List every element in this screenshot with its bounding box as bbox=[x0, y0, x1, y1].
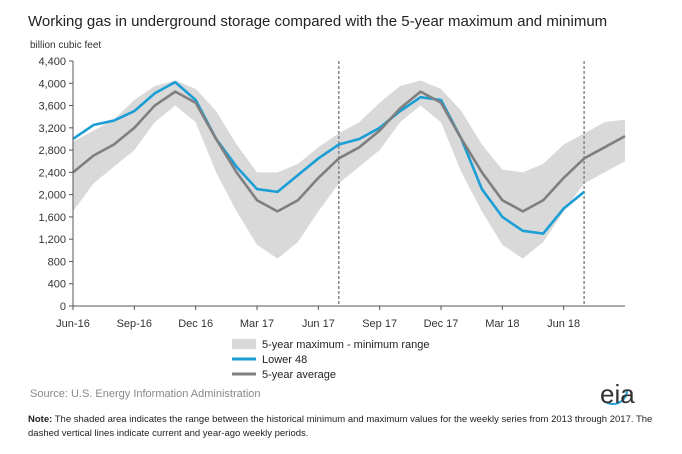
x-tick-label: Sep 17 bbox=[362, 318, 397, 330]
y-tick-label: 0 bbox=[60, 301, 66, 313]
line bbox=[72, 80, 585, 235]
legend-label: 5-year average bbox=[262, 369, 336, 381]
y-tick-label: 800 bbox=[48, 256, 66, 268]
y-tick-label: 1,600 bbox=[38, 212, 66, 224]
note-label: Note: bbox=[28, 414, 53, 425]
chart-title: Working gas in underground storage compa… bbox=[28, 13, 607, 30]
y-tick-label: 4,000 bbox=[38, 78, 66, 90]
x-tick-label: Jun-16 bbox=[56, 318, 90, 330]
range-band bbox=[73, 80, 625, 259]
x-tick-label: Dec 17 bbox=[424, 318, 459, 330]
x-tick-label: Jun 18 bbox=[547, 318, 580, 330]
logo-arc bbox=[598, 375, 628, 405]
y-axis-label: billion cubic feet bbox=[30, 40, 101, 51]
legend-swatch bbox=[232, 339, 256, 349]
x-tick-label: Mar 18 bbox=[485, 318, 519, 330]
legend-label: 5-year maximum - minimum range bbox=[262, 339, 429, 351]
x-tick-label: Dec 16 bbox=[178, 318, 213, 330]
y-tick-label: 2,400 bbox=[38, 167, 66, 179]
line bbox=[72, 90, 626, 213]
note: Note: The shaded area indicates the rang… bbox=[28, 413, 668, 441]
y-tick-label: 1,200 bbox=[38, 234, 66, 246]
x-tick-label: Sep-16 bbox=[117, 318, 152, 330]
y-tick-label: 400 bbox=[48, 279, 66, 291]
legend-label: Lower 48 bbox=[262, 354, 307, 366]
y-tick-label: 4,400 bbox=[38, 56, 66, 68]
note-text: The shaded area indicates the range betw… bbox=[28, 414, 653, 439]
y-tick-label: 2,800 bbox=[38, 145, 66, 157]
y-tick-label: 2,000 bbox=[38, 190, 66, 202]
y-tick-label: 3,200 bbox=[38, 123, 66, 135]
y-tick-label: 3,600 bbox=[38, 101, 66, 113]
x-tick-label: Mar 17 bbox=[240, 318, 274, 330]
logo: eia bbox=[600, 379, 635, 409]
x-tick-label: Jun 17 bbox=[302, 318, 335, 330]
source: Source: U.S. Energy Information Administ… bbox=[30, 388, 261, 400]
